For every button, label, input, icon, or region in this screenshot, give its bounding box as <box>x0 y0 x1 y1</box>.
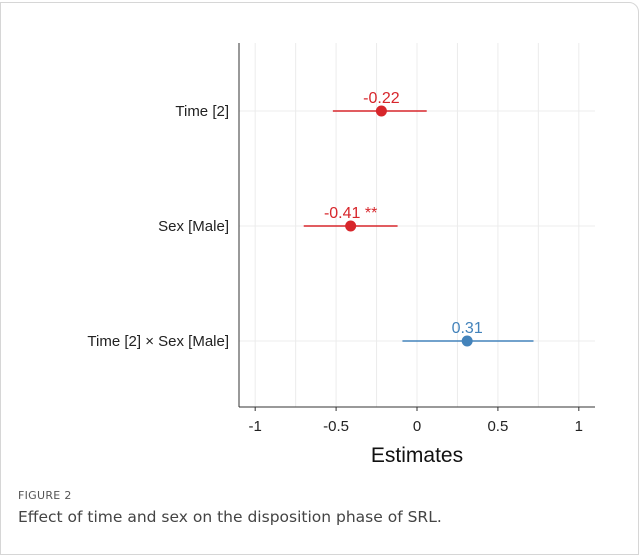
estimate-point <box>345 220 357 232</box>
figure-label: FIGURE 2 <box>18 489 72 502</box>
estimate-label: 0.31 <box>452 320 483 337</box>
estimate-point <box>375 105 387 117</box>
x-tick-label: 0.5 <box>487 418 508 435</box>
x-tick-label: -1 <box>249 418 262 435</box>
figure-caption: Effect of time and sex on the dispositio… <box>18 508 442 526</box>
x-tick-label: -0.5 <box>323 418 349 435</box>
y-tick-label: Time [2] <box>175 103 229 120</box>
y-tick-label: Sex [Male] <box>158 218 229 235</box>
estimate-point <box>461 335 473 347</box>
x-tick-label: 1 <box>575 418 583 435</box>
forest-plot: -1 -0.5 0 0.5 1 Estimates Time [2] -0.22 Sex [Ma… <box>87 43 595 467</box>
estimate-label: -0.22 <box>363 90 400 107</box>
estimate-label: -0.41 ** <box>324 205 377 222</box>
x-axis-title: Estimates <box>371 444 463 467</box>
x-tick-label: 0 <box>413 418 421 435</box>
y-tick-label: Time [2] × Sex [Male] <box>87 333 229 350</box>
